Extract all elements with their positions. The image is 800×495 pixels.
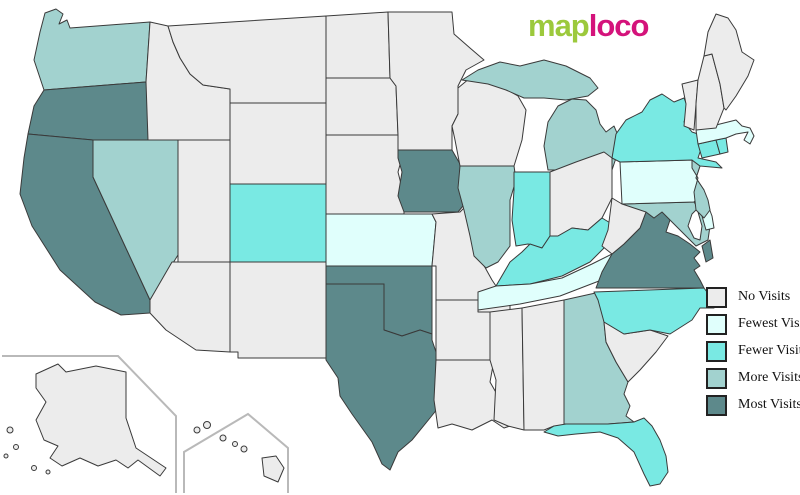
legend-swatch-no-visits	[706, 286, 727, 308]
state-ND	[325, 11, 391, 79]
logo-map-text: map	[528, 8, 590, 43]
state-HI-island	[219, 434, 227, 442]
legend-label: No Visits	[738, 289, 791, 304]
legend-swatch-fewer-visits	[706, 340, 727, 362]
legend-item-more-visits: More Visits	[706, 367, 800, 389]
legend-swatch-most-visits	[706, 394, 727, 416]
state-AK-island	[31, 465, 37, 471]
visits-legend: No Visits Fewest Visits Fewer Visits Mor…	[706, 286, 800, 422]
state-KS	[325, 213, 437, 267]
state-HI-big-island	[261, 455, 285, 483]
state-HI-island	[193, 426, 201, 434]
state-CO	[229, 183, 327, 263]
logo-loco-text: loco	[588, 8, 650, 43]
maploco-logo[interactable]: maploco	[528, 8, 650, 43]
state-FL	[543, 417, 669, 487]
alaska-inset-box	[2, 355, 177, 493]
state-ME	[703, 13, 755, 111]
legend-label: Most Visits	[738, 397, 800, 412]
state-IN	[511, 171, 551, 249]
legend-item-most-visits: Most Visits	[706, 394, 800, 416]
state-TX	[325, 283, 447, 471]
state-HI-island	[240, 445, 248, 453]
legend-label: More Visits	[738, 370, 800, 385]
state-UT	[177, 139, 231, 263]
state-NJ	[691, 159, 711, 219]
state-WA	[33, 8, 151, 91]
state-MI-upper	[461, 59, 599, 101]
state-AK-island	[6, 426, 14, 434]
legend-swatch-fewest-visits	[706, 313, 727, 335]
legend-label: Fewer Visits	[738, 343, 800, 358]
legend-item-fewest-visits: Fewest Visits	[706, 313, 800, 335]
state-OR	[27, 81, 149, 141]
state-VA-eastern-shore	[701, 239, 714, 263]
state-NM	[229, 261, 327, 359]
state-AK-island	[45, 469, 51, 475]
state-WY	[229, 102, 327, 185]
legend-item-no-visits: No Visits	[706, 286, 800, 308]
state-MS	[489, 307, 525, 431]
state-SD	[325, 77, 399, 136]
legend-label: Fewest Visits	[738, 316, 800, 331]
legend-swatch-more-visits	[706, 367, 727, 389]
state-MA	[695, 119, 755, 145]
state-KY	[495, 217, 613, 287]
state-AK-island	[13, 444, 19, 450]
state-NE	[325, 134, 405, 215]
hawaii-inset-box	[183, 412, 289, 493]
state-AK-island	[3, 453, 9, 459]
legend-item-fewer-visits: Fewer Visits	[706, 340, 800, 362]
state-NC	[593, 287, 715, 335]
state-PA	[619, 159, 705, 205]
state-AK	[35, 363, 167, 477]
state-HI-island	[232, 441, 238, 447]
state-HI-island	[203, 421, 211, 429]
